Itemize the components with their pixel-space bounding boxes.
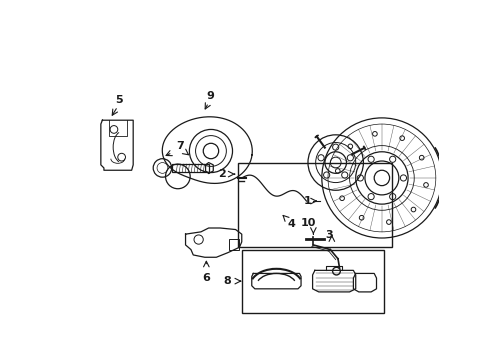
Text: 8: 8 [223, 276, 230, 286]
Bar [238, 163, 391, 247]
Text: 4: 4 [287, 219, 295, 229]
Bar [171, 164, 208, 172]
Text: 7: 7 [176, 141, 183, 151]
Bar [229, 239, 238, 249]
Text: 9: 9 [206, 91, 214, 101]
Text: 6: 6 [202, 273, 210, 283]
Text: 3: 3 [325, 230, 333, 239]
Text: 1: 1 [303, 196, 310, 206]
Text: 5: 5 [115, 95, 123, 105]
Text: 2: 2 [218, 169, 226, 179]
Bar [241, 249, 384, 313]
Text: 10: 10 [301, 218, 316, 228]
